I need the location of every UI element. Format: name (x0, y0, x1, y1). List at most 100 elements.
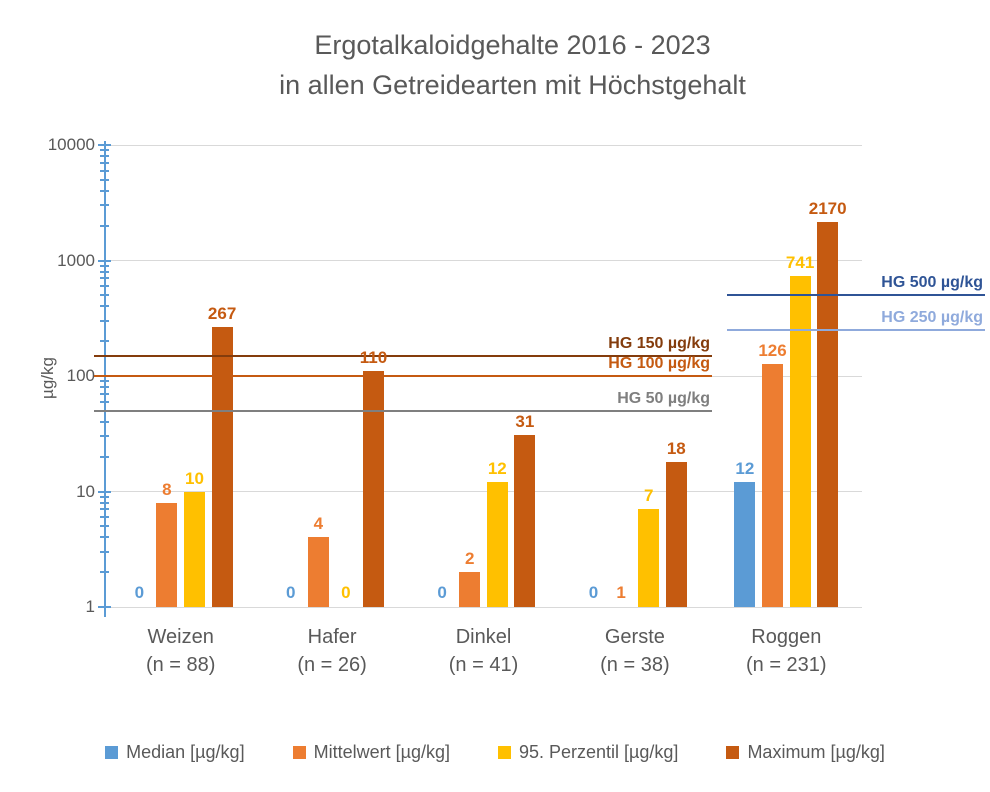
value-label-gerste-maximum: 18 (666, 439, 686, 459)
bar-roggen-perzentil (789, 275, 811, 607)
category-name: Gerste (604, 626, 665, 648)
value-label-gerste-mittelwert: 1 (616, 583, 626, 602)
value-label-roggen-perzentil: 741 (785, 252, 815, 272)
legend-label-perzentil: 95. Perzentil [µg/kg] (518, 742, 679, 762)
y-axis-minor-tick (100, 277, 109, 280)
y-axis-minor-tick (100, 400, 109, 403)
hg-label-150: HG 150 µg/kg (608, 334, 710, 352)
category-name: Weizen (147, 626, 214, 648)
y-axis-minor-tick (100, 386, 109, 389)
value-label-hafer-perzentil: 0 (341, 583, 351, 602)
y-axis-major-tick (98, 490, 111, 493)
category-n-label: (n = 88) (145, 654, 216, 676)
bar-hafer-mittelwert (307, 537, 329, 607)
category-name: Roggen (751, 626, 822, 648)
y-axis-line (104, 141, 106, 617)
hg-label-100: HG 100 µg/kg (608, 355, 710, 372)
y-axis-minor-tick (100, 536, 109, 539)
legend-item-maximum: Maximum [µg/kg] (726, 742, 885, 763)
y-axis-minor-tick (100, 270, 109, 273)
value-label-gerste-perzentil: 7 (643, 486, 654, 506)
y-axis-minor-tick (100, 495, 109, 498)
y-tick-label-1000: 1000 (57, 250, 95, 270)
chart-title-line2: in allen Getreidearten mit Höchstgehalt (279, 70, 746, 100)
hg-line-500 (727, 294, 985, 297)
legend: Median [µg/kg] Mittelwert [µg/kg] 95. Perz… (0, 742, 990, 763)
y-axis-minor-tick (100, 319, 109, 322)
hg-label-50: HG 50 µg/kg (617, 389, 710, 407)
gridline-10000 (105, 144, 862, 146)
y-axis-minor-tick (100, 285, 109, 288)
y-axis-minor-tick (100, 340, 109, 343)
value-label-roggen-maximum: 2170 (808, 198, 847, 218)
hg-label-250: HG 250 µg/kg (881, 309, 983, 327)
legend-item-perzentil: 95. Perzentil [µg/kg] (497, 742, 679, 763)
category-label-gerste: Gerste (n = 38) (560, 623, 710, 679)
y-tick-label-1: 1 (85, 597, 95, 616)
legend-item-mittelwert: Mittelwert [µg/kg] (292, 742, 450, 763)
y-axis-minor-tick (100, 178, 109, 181)
hg-line-50 (94, 409, 712, 412)
y-axis-minor-tick (100, 189, 109, 192)
y-axis-minor-tick (100, 550, 109, 553)
category-n-label: (n = 38) (600, 654, 670, 676)
y-axis-major-tick (98, 144, 111, 146)
bar-gerste-perzentil (638, 509, 660, 607)
hg-line-150 (94, 354, 712, 357)
legend-swatch-median (105, 746, 119, 759)
legend-label-mittelwert: Mittelwert [µg/kg] (313, 742, 450, 762)
gridline-1000 (105, 260, 862, 261)
legend-swatch-perzentil (497, 746, 511, 759)
bar-weizen-maximum (211, 326, 233, 607)
y-axis-minor-tick (100, 380, 109, 383)
y-axis-minor-tick (100, 305, 109, 308)
y-axis-minor-tick (100, 149, 109, 152)
legend-item-median: Median [µg/kg] (105, 742, 245, 763)
value-label-gerste-median: 0 (588, 583, 599, 602)
legend-swatch-mittelwert (292, 746, 306, 759)
gridline-10 (105, 491, 862, 492)
y-axis-minor-tick (100, 224, 109, 227)
value-label-hafer-mittelwert: 4 (313, 514, 324, 534)
y-axis-major-tick (98, 606, 111, 608)
category-label-hafer: Hafer (n = 26) (257, 623, 407, 679)
value-label-dinkel-maximum: 31 (515, 411, 535, 431)
hg-line-250 (727, 329, 985, 332)
y-axis-minor-tick (100, 571, 109, 574)
y-axis-minor-tick (100, 264, 109, 267)
category-n-label: (n = 26) (297, 654, 367, 676)
y-axis-minor-tick (100, 169, 109, 172)
category-name: Dinkel (455, 626, 512, 648)
y-axis-minor-tick (100, 155, 109, 158)
bar-weizen-mittelwert (156, 502, 178, 607)
y-axis-minor-tick (100, 525, 109, 528)
y-tick-label-10000: 10000 (47, 135, 95, 154)
legend-label-maximum: Maximum [µg/kg] (747, 742, 885, 762)
y-tick-label-100: 100 (66, 366, 95, 385)
bar-dinkel-perzentil (486, 482, 508, 607)
y-axis-minor-tick (100, 501, 109, 504)
category-n-label: (n = 41) (448, 654, 519, 676)
chart-title-line1: Ergotalkaloidgehalte 2016 - 2023 (314, 30, 711, 60)
bar-roggen-maximum (817, 221, 839, 607)
category-label-dinkel: Dinkel (n = 41) (409, 623, 559, 679)
y-axis-minor-tick (100, 294, 109, 297)
y-axis-minor-tick (100, 161, 109, 164)
value-label-roggen-mittelwert: 126 (758, 341, 787, 361)
value-label-dinkel-perzentil: 12 (487, 459, 507, 479)
value-label-weizen-perzentil: 10 (185, 468, 204, 488)
value-label-hafer-maximum: 110 (359, 348, 388, 368)
y-axis-minor-tick (100, 455, 109, 458)
y-axis-minor-tick (100, 392, 109, 395)
category-n-label: (n = 231) (745, 654, 827, 676)
legend-swatch-maximum (726, 746, 740, 759)
y-axis-minor-tick (100, 516, 109, 519)
bar-dinkel-mittelwert (459, 572, 481, 607)
value-label-weizen-mittelwert: 8 (162, 479, 172, 499)
bar-gerste-maximum (665, 462, 687, 607)
bar-roggen-median (734, 482, 756, 607)
y-axis-minor-tick (100, 435, 109, 438)
bar-dinkel-maximum (514, 434, 536, 607)
category-name: Hafer (307, 626, 357, 648)
